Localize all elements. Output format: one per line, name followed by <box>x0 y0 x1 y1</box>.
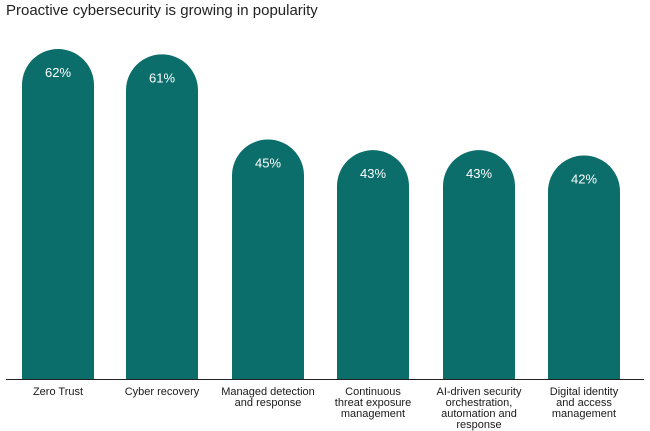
chart-title: Proactive cybersecurity is growing in po… <box>6 2 318 19</box>
bar-2 <box>126 54 198 380</box>
value-label-4: 43% <box>360 166 386 181</box>
category-label-4: Continuous threat exposure management <box>335 386 411 420</box>
category-label-2: Cyber recovery <box>125 386 200 398</box>
bar-3 <box>232 139 304 379</box>
bar-5 <box>443 150 515 379</box>
category-label-3: Managed detection and response <box>221 386 315 409</box>
value-label-3: 45% <box>255 155 281 170</box>
value-label-5: 43% <box>466 166 492 181</box>
bar-1 <box>22 49 94 379</box>
bars: 62% 61% 45% 43% 43% 42% <box>22 49 620 380</box>
value-label-6: 42% <box>571 171 597 186</box>
category-label-5: AI-driven security orchestration, automati… <box>437 386 522 431</box>
value-label-1: 62% <box>45 65 71 80</box>
category-label-6: Digital identity and access management <box>550 386 619 420</box>
bar-6 <box>548 155 620 379</box>
value-label-2: 61% <box>149 70 175 85</box>
category-label-1: Zero Trust <box>33 386 83 398</box>
bar-4 <box>337 150 409 379</box>
category-labels: Zero Trust Cyber recovery Managed detectio… <box>33 386 619 431</box>
